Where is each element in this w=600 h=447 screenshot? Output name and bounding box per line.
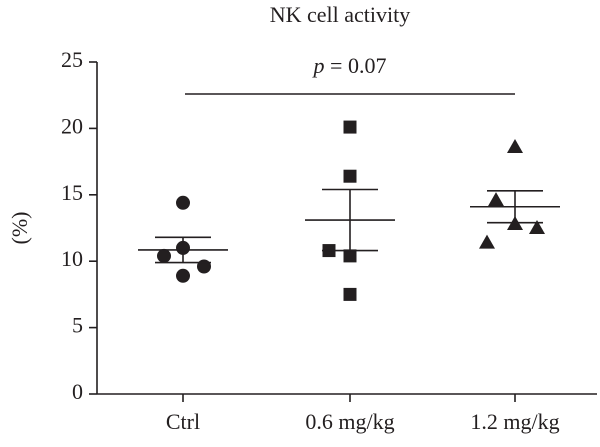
data-point [197, 259, 211, 274]
y-tick-label: 0 [72, 379, 83, 404]
data-point [343, 249, 357, 263]
data-point [176, 268, 190, 283]
data-point [343, 169, 357, 183]
y-tick-label: 20 [61, 113, 83, 138]
data-point [479, 234, 495, 249]
data-point [176, 195, 190, 210]
data-point [157, 248, 171, 263]
annotation-symbol: p [312, 53, 325, 78]
data-point [343, 287, 357, 301]
x-tick-label: Ctrl [166, 409, 200, 434]
data-point [507, 138, 523, 153]
data-point [488, 192, 504, 207]
x-tick-label: 1.2 mg/kg [470, 409, 559, 434]
y-tick-label: 25 [61, 47, 83, 72]
y-tick-label: 10 [61, 246, 83, 271]
y-axis-label: (%) [7, 212, 32, 245]
y-tick-label: 15 [61, 180, 83, 205]
annotation-value: = 0.07 [330, 53, 386, 78]
chart-title: NK cell activity [270, 2, 411, 27]
annotation: p = 0.07 [312, 53, 387, 78]
y-tick-label: 5 [72, 313, 83, 338]
data-point [529, 220, 545, 234]
x-tick-label: 0.6 mg/kg [305, 409, 394, 434]
data-point [343, 120, 357, 134]
